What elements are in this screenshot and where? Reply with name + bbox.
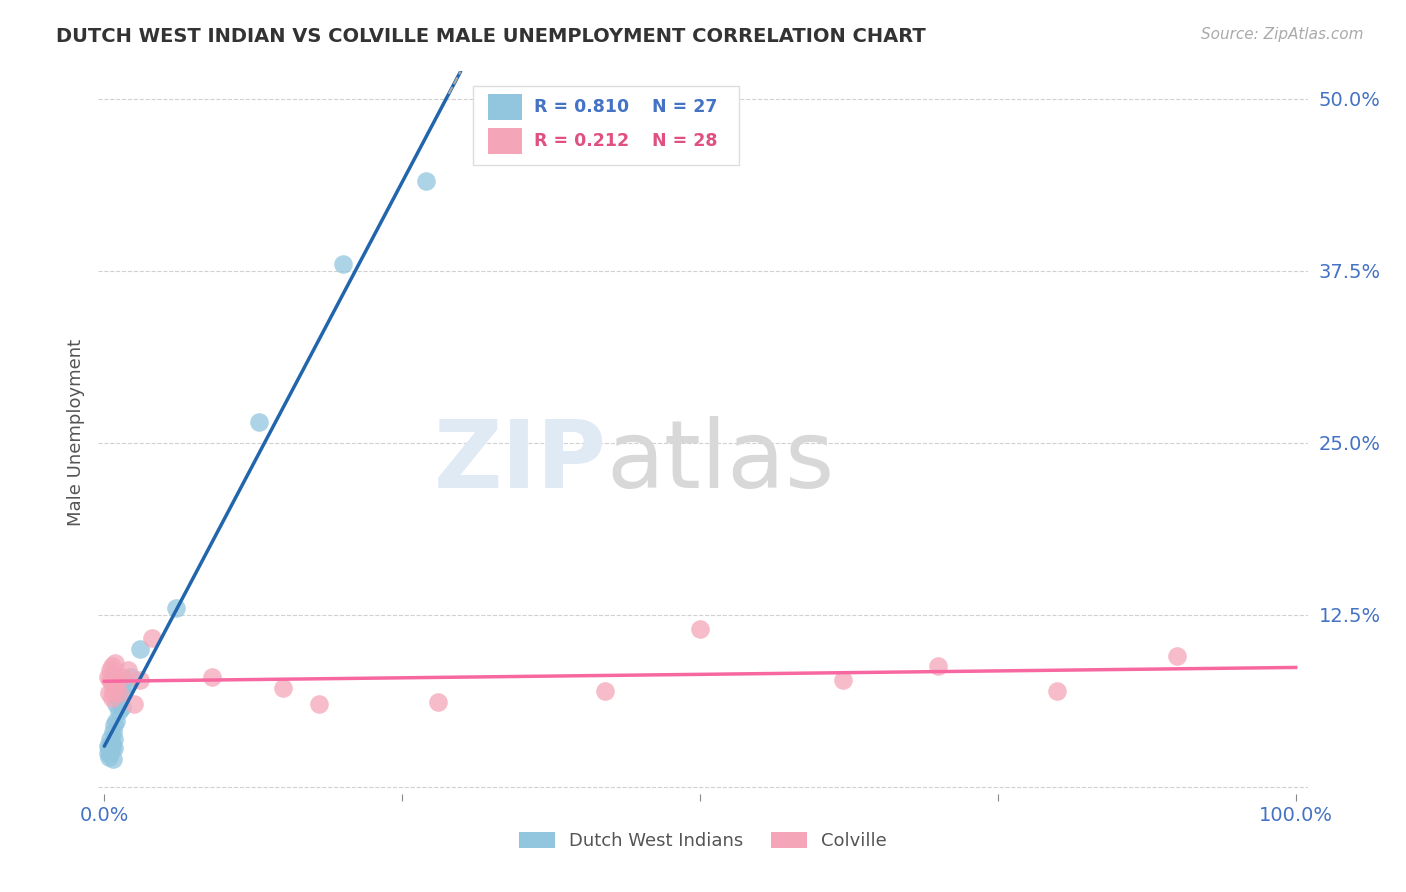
- Point: [101, 677, 124, 691]
- Point: [105, 673, 128, 687]
- Point: [105, 698, 128, 712]
- Point: [111, 683, 134, 698]
- Point: [97, 739, 120, 753]
- Point: [103, 718, 125, 732]
- Point: [104, 656, 127, 670]
- Point: [98, 731, 121, 746]
- Point: [98, 686, 121, 700]
- Point: [100, 741, 122, 756]
- Point: [100, 736, 122, 750]
- Text: atlas: atlas: [606, 416, 835, 508]
- Point: [593, 683, 616, 698]
- Point: [101, 725, 124, 739]
- Text: N = 28: N = 28: [652, 132, 717, 151]
- Point: [100, 690, 122, 705]
- Point: [689, 622, 711, 636]
- Point: [107, 686, 129, 700]
- Text: ZIP: ZIP: [433, 416, 606, 508]
- Text: R = 0.810: R = 0.810: [534, 98, 628, 117]
- Point: [111, 700, 134, 714]
- Point: [129, 642, 152, 657]
- Point: [271, 681, 294, 695]
- Point: [129, 673, 152, 687]
- Bar: [488, 95, 522, 120]
- Point: [1046, 683, 1069, 698]
- Point: [832, 673, 855, 687]
- Y-axis label: Male Unemployment: Male Unemployment: [66, 339, 84, 526]
- Point: [308, 698, 330, 712]
- Point: [247, 415, 270, 429]
- Point: [97, 746, 120, 760]
- Point: [165, 601, 187, 615]
- Point: [114, 677, 136, 691]
- Point: [111, 670, 134, 684]
- Point: [97, 670, 120, 684]
- Point: [927, 659, 949, 673]
- Bar: [488, 128, 522, 154]
- Point: [122, 698, 145, 712]
- Point: [117, 663, 139, 677]
- Text: DUTCH WEST INDIAN VS COLVILLE MALE UNEMPLOYMENT CORRELATION CHART: DUTCH WEST INDIAN VS COLVILLE MALE UNEMP…: [56, 27, 927, 45]
- Bar: [474, 86, 740, 165]
- Point: [426, 695, 449, 709]
- Point: [120, 670, 142, 684]
- Text: N = 27: N = 27: [652, 98, 717, 117]
- Point: [100, 659, 122, 673]
- Point: [103, 741, 125, 756]
- Point: [107, 690, 129, 705]
- Point: [98, 746, 121, 760]
- Point: [141, 632, 163, 646]
- Point: [415, 174, 437, 188]
- Point: [98, 739, 121, 753]
- Point: [200, 670, 222, 684]
- Point: [98, 749, 121, 764]
- Point: [101, 752, 124, 766]
- Point: [98, 673, 121, 687]
- Point: [103, 731, 125, 746]
- Point: [103, 667, 125, 681]
- Text: R = 0.212: R = 0.212: [534, 132, 628, 151]
- Point: [105, 714, 128, 728]
- Point: [98, 663, 121, 677]
- Point: [1166, 649, 1188, 664]
- Point: [98, 741, 121, 756]
- Point: [101, 683, 124, 698]
- Point: [105, 681, 128, 695]
- Point: [332, 257, 354, 271]
- Point: [107, 704, 129, 718]
- Text: Source: ZipAtlas.com: Source: ZipAtlas.com: [1201, 27, 1364, 42]
- Legend: Dutch West Indians, Colville: Dutch West Indians, Colville: [512, 824, 894, 857]
